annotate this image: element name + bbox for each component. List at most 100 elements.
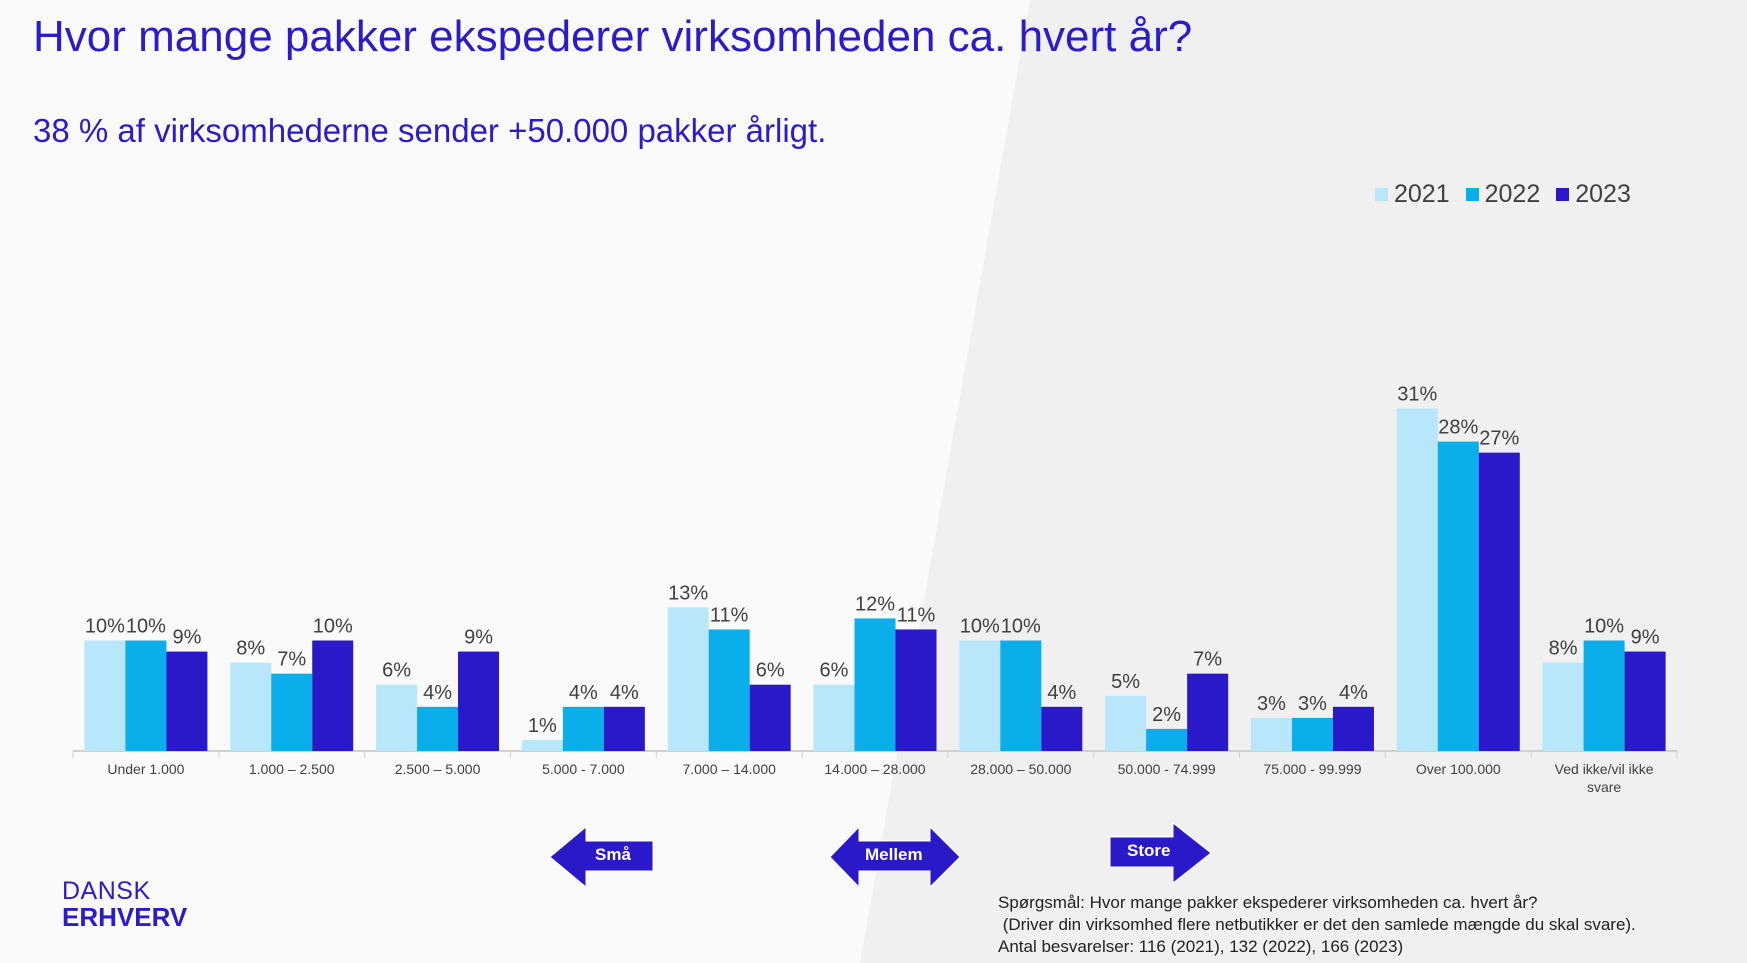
legend-swatch — [1465, 188, 1479, 201]
bar-2022 — [125, 640, 167, 751]
x-tick-label: 5.000 - 7.000 — [542, 761, 625, 777]
bar-2021 — [959, 640, 1001, 751]
data-label: 6% — [820, 660, 849, 682]
footnote-instruction: (Driver din virksomhed flere netbutikker… — [998, 915, 1636, 934]
bar-2022 — [1583, 640, 1625, 751]
data-label: 13% — [668, 582, 708, 604]
data-label: 4% — [1339, 682, 1368, 704]
bar-2021 — [1105, 695, 1147, 751]
data-label: 4% — [569, 682, 598, 704]
legend-label: 2022 — [1484, 180, 1541, 208]
data-label: 3% — [1257, 693, 1286, 715]
bar-2022 — [854, 618, 896, 751]
data-label: 9% — [464, 627, 493, 649]
bar-2022 — [708, 629, 750, 751]
arrow-both-icon — [829, 826, 961, 888]
page-subtitle: 38 % af virksomhederne sender +50.000 pa… — [33, 112, 827, 149]
x-tick-label: 7.000 – 14.000 — [682, 761, 776, 777]
bar-2023 — [312, 640, 354, 751]
data-label: 10% — [1001, 616, 1041, 638]
data-label: 7% — [1193, 649, 1222, 671]
x-tick-label: svare — [1587, 779, 1621, 795]
data-label: 8% — [1549, 638, 1578, 660]
data-label: 12% — [855, 593, 895, 615]
data-label: 9% — [1631, 627, 1660, 649]
legend-item-2022: 2022 — [1465, 180, 1541, 209]
data-label: 4% — [423, 682, 452, 704]
bar-2021 — [230, 662, 272, 751]
data-label: 11% — [897, 604, 936, 626]
legend-item-2023: 2023 — [1556, 180, 1631, 209]
data-label: 3% — [1298, 693, 1327, 715]
bar-2022 — [1437, 441, 1479, 751]
bar-2023 — [1624, 651, 1666, 751]
data-label: 4% — [610, 682, 639, 704]
bar-2022 — [1291, 717, 1333, 751]
arrow-label-medium: Mellem — [865, 845, 923, 864]
data-label: 7% — [277, 649, 306, 671]
data-label: 8% — [236, 638, 265, 660]
data-label: 27% — [1479, 428, 1519, 450]
bar-2022 — [271, 673, 313, 751]
data-label: 10% — [126, 616, 166, 638]
data-label: 4% — [1047, 682, 1076, 704]
footnote: Spørgsmål: Hvor mange pakker ekspederer … — [998, 892, 1636, 958]
bar-2021 — [376, 684, 418, 751]
arrow-label-large: Store — [1127, 841, 1171, 860]
bar-2021 — [521, 739, 563, 751]
logo: DANSK ERHVERV — [62, 878, 187, 930]
legend-swatch — [1556, 188, 1570, 201]
data-label: 11% — [710, 604, 749, 626]
data-label: 2% — [1152, 704, 1181, 726]
bar-2022 — [1000, 640, 1042, 751]
x-tick-label: 2.500 – 5.000 — [395, 761, 481, 777]
x-tick-label: 50.000 - 74.999 — [1118, 761, 1216, 777]
bar-2021 — [1542, 662, 1584, 751]
arrow-left-icon — [550, 826, 654, 888]
bar-2023 — [895, 629, 937, 751]
bar-2021 — [84, 640, 126, 751]
data-label: 28% — [1438, 417, 1478, 439]
x-tick-label: Under 1.000 — [107, 761, 184, 777]
bar-2021 — [813, 684, 855, 751]
bar-2023 — [1187, 673, 1229, 751]
data-label: 9% — [172, 627, 201, 649]
bar-2021 — [1250, 717, 1292, 751]
bar-2021 — [1396, 408, 1438, 751]
data-label: 10% — [960, 616, 1000, 638]
x-tick-label: Ved ikke/vil ikke — [1555, 761, 1654, 777]
bar-2022 — [1146, 728, 1188, 751]
x-tick-label: 75.000 - 99.999 — [1263, 761, 1361, 777]
data-label: 10% — [1584, 616, 1624, 638]
data-label: 6% — [756, 660, 785, 682]
x-tick-label: 1.000 – 2.500 — [249, 761, 335, 777]
bar-2023 — [166, 651, 208, 751]
bar-2023 — [1332, 706, 1374, 751]
bar-2022 — [562, 706, 604, 751]
data-label: 10% — [85, 616, 125, 638]
legend-item-2021: 2021 — [1375, 180, 1450, 209]
footnote-responses: Antal besvarelser: 116 (2021), 132 (2022… — [998, 937, 1404, 956]
page-title: Hvor mange pakker ekspederer virksomhede… — [33, 12, 1193, 61]
bar-2022 — [417, 706, 459, 751]
legend-label: 2021 — [1394, 180, 1450, 208]
footnote-question: Spørgsmål: Hvor mange pakker ekspederer … — [998, 893, 1538, 912]
arrow-right-icon — [1109, 822, 1212, 884]
data-label: 1% — [528, 715, 557, 737]
data-label: 31% — [1397, 383, 1437, 405]
bar-2023 — [749, 684, 791, 751]
chart-legend: 2021 2022 2023 — [1375, 180, 1631, 209]
bar-2021 — [667, 607, 709, 751]
legend-label: 2023 — [1575, 180, 1631, 208]
x-tick-label: 14.000 – 28.000 — [824, 761, 925, 777]
bar-2023 — [603, 706, 645, 751]
logo-line2: ERHVERV — [62, 902, 188, 932]
data-label: 10% — [313, 616, 353, 638]
arrow-label-small: Små — [595, 845, 631, 864]
x-tick-label: Over 100.000 — [1416, 761, 1501, 777]
bar-2023 — [1041, 706, 1083, 751]
x-tick-label: 28.000 – 50.000 — [970, 761, 1071, 777]
logo-line1: DANSK — [62, 877, 151, 905]
data-label: 6% — [382, 660, 411, 682]
